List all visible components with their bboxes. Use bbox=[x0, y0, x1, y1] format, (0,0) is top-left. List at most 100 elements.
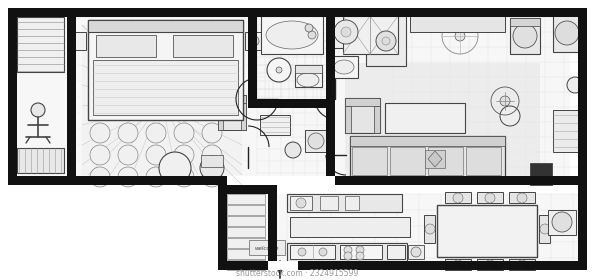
Bar bbox=[218, 95, 246, 103]
Bar bbox=[326, 8, 335, 108]
Circle shape bbox=[296, 198, 306, 208]
Bar bbox=[88, 20, 243, 32]
Circle shape bbox=[308, 31, 316, 39]
Circle shape bbox=[455, 31, 465, 41]
Bar bbox=[445, 259, 471, 270]
Bar bbox=[8, 8, 587, 17]
Circle shape bbox=[146, 123, 166, 143]
Circle shape bbox=[146, 145, 166, 165]
Text: shutterstock.com · 2324915599: shutterstock.com · 2324915599 bbox=[236, 269, 358, 279]
Circle shape bbox=[276, 67, 282, 73]
Bar bbox=[345, 98, 380, 106]
Bar bbox=[320, 196, 338, 210]
Bar bbox=[227, 227, 265, 237]
Circle shape bbox=[202, 123, 222, 143]
Circle shape bbox=[517, 260, 527, 270]
Bar bbox=[227, 194, 265, 204]
Circle shape bbox=[425, 224, 435, 234]
Bar bbox=[343, 16, 398, 54]
Bar bbox=[425, 150, 445, 168]
Bar bbox=[261, 16, 323, 54]
Bar bbox=[227, 205, 265, 215]
Circle shape bbox=[90, 167, 110, 187]
Bar bbox=[96, 35, 156, 57]
Circle shape bbox=[453, 193, 463, 203]
Bar bbox=[345, 106, 351, 133]
Circle shape bbox=[376, 31, 396, 51]
Bar bbox=[241, 103, 246, 130]
Bar bbox=[374, 106, 380, 133]
Bar bbox=[287, 194, 402, 212]
Bar bbox=[248, 99, 334, 108]
Bar bbox=[8, 8, 17, 185]
Circle shape bbox=[485, 260, 495, 270]
Bar bbox=[218, 103, 223, 130]
Circle shape bbox=[500, 106, 520, 126]
Circle shape bbox=[285, 142, 301, 158]
Bar bbox=[477, 192, 503, 203]
Bar bbox=[510, 18, 540, 26]
Bar bbox=[290, 217, 410, 237]
Text: welcome: welcome bbox=[255, 246, 279, 251]
Bar bbox=[248, 8, 257, 108]
Bar bbox=[249, 240, 285, 255]
Circle shape bbox=[411, 247, 421, 257]
Bar bbox=[330, 56, 358, 78]
Bar bbox=[408, 245, 424, 259]
Circle shape bbox=[500, 96, 510, 106]
Circle shape bbox=[567, 77, 583, 93]
Bar bbox=[218, 95, 246, 130]
Bar bbox=[553, 110, 578, 152]
Bar bbox=[305, 130, 327, 152]
Bar bbox=[387, 245, 405, 259]
Bar bbox=[350, 136, 505, 178]
Bar bbox=[295, 65, 322, 87]
Bar bbox=[390, 147, 425, 175]
Circle shape bbox=[555, 21, 579, 45]
Bar bbox=[227, 238, 265, 248]
Polygon shape bbox=[428, 151, 442, 167]
Circle shape bbox=[552, 212, 572, 232]
Circle shape bbox=[334, 20, 358, 44]
Circle shape bbox=[202, 167, 222, 187]
Bar bbox=[82, 25, 242, 175]
Bar bbox=[553, 14, 581, 52]
Bar bbox=[17, 148, 64, 173]
Circle shape bbox=[90, 145, 110, 165]
Bar bbox=[218, 185, 268, 194]
Bar bbox=[466, 147, 501, 175]
Bar bbox=[366, 16, 406, 66]
Circle shape bbox=[485, 193, 495, 203]
Bar bbox=[17, 17, 570, 176]
Circle shape bbox=[31, 103, 45, 117]
Bar bbox=[437, 205, 537, 257]
Bar bbox=[578, 8, 587, 270]
Circle shape bbox=[90, 123, 110, 143]
Circle shape bbox=[517, 193, 527, 203]
Bar bbox=[445, 192, 471, 203]
Circle shape bbox=[174, 123, 194, 143]
Circle shape bbox=[382, 37, 390, 45]
Circle shape bbox=[298, 248, 306, 256]
Bar bbox=[345, 196, 359, 210]
Circle shape bbox=[540, 224, 550, 234]
Circle shape bbox=[202, 145, 222, 165]
Bar bbox=[548, 210, 576, 235]
Bar bbox=[227, 260, 265, 270]
Bar bbox=[477, 259, 503, 270]
Bar bbox=[245, 32, 263, 50]
Bar bbox=[530, 163, 552, 185]
Bar bbox=[8, 176, 218, 185]
Bar bbox=[68, 32, 86, 50]
Circle shape bbox=[159, 152, 191, 184]
Bar bbox=[290, 196, 312, 210]
Bar bbox=[173, 35, 233, 57]
Bar bbox=[352, 147, 387, 175]
Circle shape bbox=[249, 36, 259, 46]
Bar bbox=[295, 65, 322, 73]
Circle shape bbox=[341, 27, 351, 37]
Circle shape bbox=[308, 133, 324, 149]
Bar bbox=[335, 176, 578, 185]
Bar bbox=[260, 115, 290, 135]
Bar bbox=[345, 63, 540, 183]
